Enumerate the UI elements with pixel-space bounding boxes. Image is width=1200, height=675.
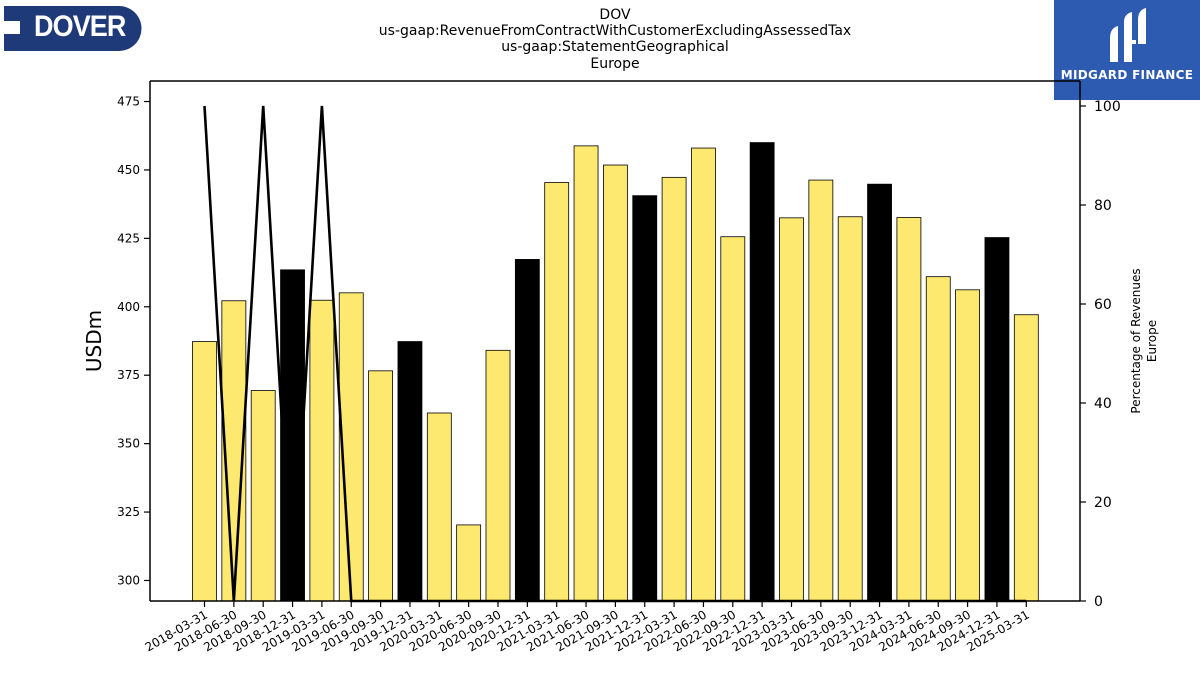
bar-2024-06-30 bbox=[925, 276, 951, 602]
bar-2024-09-30 bbox=[955, 289, 980, 602]
bar-2020-03-31 bbox=[426, 412, 452, 602]
bar-2021-12-31 bbox=[632, 195, 658, 602]
bar-2018-12-31 bbox=[280, 269, 305, 602]
bar-2019-12-31 bbox=[397, 341, 423, 602]
bar-2021-09-30 bbox=[603, 164, 628, 602]
bar-2023-06-30 bbox=[808, 179, 834, 602]
bar-2018-03-31 bbox=[192, 341, 217, 602]
midgard-emblem-icon bbox=[1110, 8, 1146, 62]
y-tick-label-325: 325 bbox=[117, 505, 140, 519]
bar-2025-03-31 bbox=[1013, 314, 1039, 602]
bar-2019-09-30 bbox=[368, 370, 394, 602]
bar-2021-06-30 bbox=[573, 145, 599, 602]
y-tick-label-350: 350 bbox=[117, 437, 140, 451]
y2-tick-label-0: 0 bbox=[1094, 594, 1103, 610]
y-tick-label-400: 400 bbox=[117, 300, 140, 314]
bar-2022-03-31 bbox=[661, 176, 687, 602]
bar-2020-09-30 bbox=[485, 349, 511, 602]
dover-logo-shape bbox=[4, 6, 142, 51]
y2-tick-label-100: 100 bbox=[1094, 99, 1121, 115]
bar-2020-06-30 bbox=[456, 524, 482, 602]
chart-title-line-4: Europe bbox=[590, 56, 640, 72]
y2-axis-label-line-1: Percentage of Revenues bbox=[1129, 268, 1143, 413]
bar-2020-12-31 bbox=[514, 259, 540, 602]
bar-2022-12-31 bbox=[749, 142, 775, 602]
y2-axis-label-line-2: Europe bbox=[1145, 320, 1159, 362]
y2-tick-label-60: 60 bbox=[1094, 297, 1112, 313]
bar-2019-03-31 bbox=[309, 299, 335, 602]
y-tick-label-475: 475 bbox=[117, 95, 140, 109]
y-tick-label-300: 300 bbox=[117, 573, 140, 587]
bar-2023-09-30 bbox=[837, 216, 863, 602]
midgard-finance-logo: MIDGARD FINANCE bbox=[1054, 0, 1200, 100]
chart-title-line-1: DOV bbox=[599, 7, 631, 23]
y-tick-label-375: 375 bbox=[117, 368, 140, 382]
bar-2024-12-31 bbox=[984, 237, 1010, 602]
bar-2023-03-31 bbox=[779, 217, 804, 602]
chart-title-line-3: us-gaap:StatementGeographical bbox=[501, 39, 729, 55]
bar-2022-09-30 bbox=[720, 236, 746, 602]
y-axis-label: USDm bbox=[82, 310, 106, 372]
dover-logo-text: DOVER bbox=[34, 10, 126, 43]
bar-2021-03-31 bbox=[544, 182, 570, 602]
bar-2022-06-30 bbox=[691, 147, 716, 602]
y-tick-label-450: 450 bbox=[117, 163, 140, 177]
midgard-logo-text: MIDGARD FINANCE bbox=[1060, 68, 1194, 82]
bar-2024-03-31 bbox=[896, 217, 922, 602]
dover-logo: DOVER bbox=[4, 6, 142, 51]
y2-tick-label-80: 80 bbox=[1094, 198, 1112, 214]
y2-tick-label-40: 40 bbox=[1094, 396, 1112, 412]
y2-tick-label-20: 20 bbox=[1094, 495, 1112, 511]
chart-title-line-2: us-gaap:RevenueFromContractWithCustomerE… bbox=[378, 23, 852, 39]
bar-2023-12-31 bbox=[867, 183, 892, 602]
y-tick-label-425: 425 bbox=[117, 231, 140, 245]
bar-2018-09-30 bbox=[250, 390, 276, 602]
